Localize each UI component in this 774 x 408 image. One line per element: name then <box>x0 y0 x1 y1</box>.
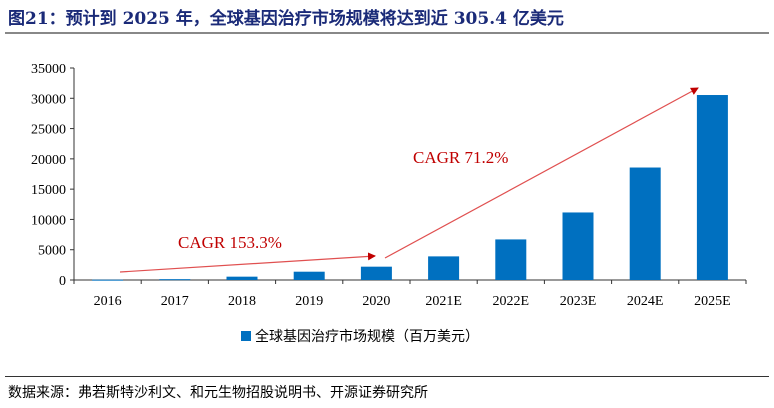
bar-2019 <box>293 271 325 280</box>
x-tick-label: 2024E <box>627 294 664 309</box>
bar-2023E <box>562 212 594 280</box>
x-tick-label: 2021E <box>425 294 462 309</box>
y-tick-label: 30000 <box>31 92 66 107</box>
cagr-arrow-2016-2020 <box>119 252 376 273</box>
y-tick-label: 15000 <box>31 183 66 198</box>
legend-swatch <box>241 331 251 341</box>
y-tick-label: 5000 <box>38 244 66 259</box>
y-tick-label: 35000 <box>31 62 66 77</box>
y-tick-label: 10000 <box>31 213 66 228</box>
title-divider <box>5 32 769 34</box>
bar-2017 <box>159 279 191 281</box>
y-tick-label: 20000 <box>31 153 66 168</box>
bar-2024E <box>629 167 661 280</box>
cagr-label-2016-2020: CAGR 153.3% <box>178 233 282 252</box>
x-tick-label: 2022E <box>493 294 530 309</box>
cagr-label-2020-2025: CAGR 71.2% <box>413 148 508 167</box>
y-tick-label: 25000 <box>31 123 66 138</box>
legend-label: 全球基因治疗市场规模（百万美元） <box>255 328 479 345</box>
x-tick-label: 2016 <box>94 294 122 309</box>
figure-title: 图21：预计到 2025 年，全球基因治疗市场规模将达到近 305.4 亿美元 <box>8 9 564 29</box>
bar-2022E <box>495 239 527 280</box>
x-tick-label: 2020 <box>362 294 390 309</box>
bar-2016 <box>92 279 124 281</box>
x-tick-label: 2023E <box>560 294 597 309</box>
bar-2020 <box>360 266 392 280</box>
x-tick-label: 2017 <box>161 294 189 309</box>
x-tick-label: 2025E <box>694 294 731 309</box>
cagr-arrow-2020-2025 <box>384 87 699 259</box>
y-tick-label: 0 <box>59 274 66 289</box>
x-tick-label: 2018 <box>228 294 256 309</box>
bar-chart: 0 5000 10000 15000 20000 25000 30000 35000 2016 2… <box>31 62 747 345</box>
x-tick-label: 2019 <box>295 294 323 309</box>
source-divider <box>5 376 769 377</box>
source-note: 数据来源：弗若斯特沙利文、和元生物招股说明书、开源证券研究所 <box>8 385 428 401</box>
bar-2021E <box>428 256 460 280</box>
bar-2018 <box>226 276 258 280</box>
bar-2025E <box>696 95 728 280</box>
